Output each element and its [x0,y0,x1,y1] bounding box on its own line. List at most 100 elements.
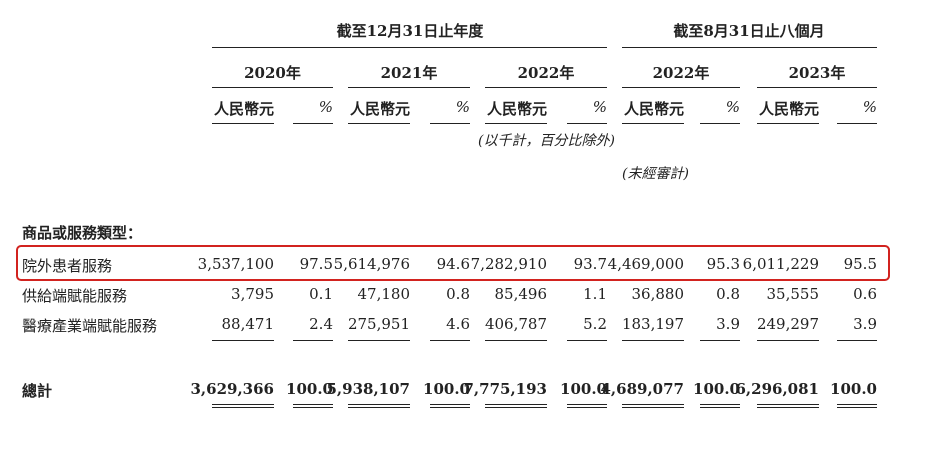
cell-percent: 1.1 [583,285,607,303]
currency-header: 人民幣元 [486,100,547,118]
column-rule [837,123,877,124]
cell-percent: 0.8 [446,285,470,303]
cell-percent: 95.5 [843,255,877,273]
currency-header: 人民幣元 [213,100,274,118]
cell-percent: 0.1 [309,285,333,303]
section-label: 商品或服務類型： [22,224,143,242]
year-group-header: 截至12月31日止年度 [336,22,484,40]
highlight-box [16,245,890,281]
year-header-2022: 2022年 [517,64,575,82]
cell-value: 7,282,910 [470,255,547,273]
total-value: 3,629,366 [190,380,274,398]
total-value: 7,775,193 [463,380,547,398]
subtotal-rule [430,340,470,341]
year-header-2021: 2021年 [380,64,438,82]
subtotal-rule [837,340,877,341]
cell-percent: 95.3 [706,255,740,273]
column-rule [757,123,819,124]
cell-percent: 94.6 [436,255,470,273]
eight-month-group-rule [622,47,877,48]
total-double-rule [700,407,740,408]
total-label: 總計 [22,382,53,400]
total-double-rule [485,404,547,405]
year-rule [757,87,877,88]
total-double-rule [700,404,740,405]
total-double-rule [348,404,410,405]
units-note: (以千計，百分比除外) [478,133,615,149]
total-double-rule [757,404,819,405]
subtotal-rule [622,340,684,341]
column-rule [348,123,410,124]
cell-percent: 3.9 [853,315,877,333]
subtotal-rule [700,340,740,341]
total-double-rule [757,407,819,408]
column-rule [293,123,333,124]
cell-value: 47,180 [357,285,411,303]
percent-header: % [862,98,877,116]
cell-percent: 2.4 [309,315,333,333]
total-value: 6,296,081 [735,380,819,398]
cell-value: 3,537,100 [197,255,274,273]
year-rule [348,87,470,88]
year-rule [622,87,740,88]
year-header-2020: 2020年 [244,64,301,82]
total-percent: 100.0 [286,380,333,398]
total-double-rule [485,407,547,408]
cell-percent: 0.6 [853,285,877,303]
total-double-rule [293,407,333,408]
subtotal-rule [485,340,547,341]
total-percent: 100.0 [423,380,470,398]
subtotal-rule [212,340,274,341]
cell-value: 275,951 [347,315,410,333]
year-group-rule [212,47,607,48]
total-value: 5,938,107 [326,380,410,398]
total-double-rule [837,404,877,405]
total-double-rule [348,407,410,408]
cell-value: 88,471 [221,315,275,333]
column-rule [700,123,740,124]
currency-header: 人民幣元 [758,100,819,118]
year-rule [485,87,607,88]
row-label: 供給端賦能服務 [22,287,128,305]
row-label: 院外患者服務 [22,257,113,275]
total-percent: 100.0 [560,380,607,398]
currency-header: 人民幣元 [623,100,684,118]
subtotal-rule [567,340,607,341]
total-double-rule [430,404,470,405]
cell-percent: 5.2 [583,315,607,333]
column-rule [622,123,684,124]
subtotal-rule [293,340,333,341]
year-header-2023-8m: 2023年 [788,64,846,82]
cell-percent: 97.5 [299,255,333,273]
total-double-rule [293,404,333,405]
column-rule [430,123,470,124]
total-double-rule [212,404,274,405]
total-double-rule [567,404,607,405]
year-rule [212,87,333,88]
unaudited-note: (未經審計) [622,166,689,182]
cell-value: 3,795 [231,285,274,303]
column-rule [485,123,547,124]
cell-value: 35,555 [766,285,820,303]
cell-percent: 3.9 [716,315,740,333]
cell-value: 5,614,976 [333,255,410,273]
column-rule [212,123,274,124]
subtotal-rule [757,340,819,341]
cell-percent: 0.8 [716,285,740,303]
row-label: 醫療產業端賦能服務 [22,317,158,335]
year-header-2022-8m: 2022年 [652,64,710,82]
percent-header: % [592,98,607,116]
percent-header: % [455,98,470,116]
total-percent: 100.0 [830,380,877,398]
cell-value: 249,297 [756,315,819,333]
cell-value: 36,880 [631,285,685,303]
total-double-rule [622,407,684,408]
cell-value: 4,469,000 [607,255,684,273]
eight-month-group-header: 截至8月31日止八個月 [673,22,825,40]
currency-header: 人民幣元 [349,100,410,118]
total-value: 4,689,077 [600,380,684,398]
cell-value: 183,197 [621,315,684,333]
total-double-rule [837,407,877,408]
total-double-rule [212,407,274,408]
total-double-rule [430,407,470,408]
